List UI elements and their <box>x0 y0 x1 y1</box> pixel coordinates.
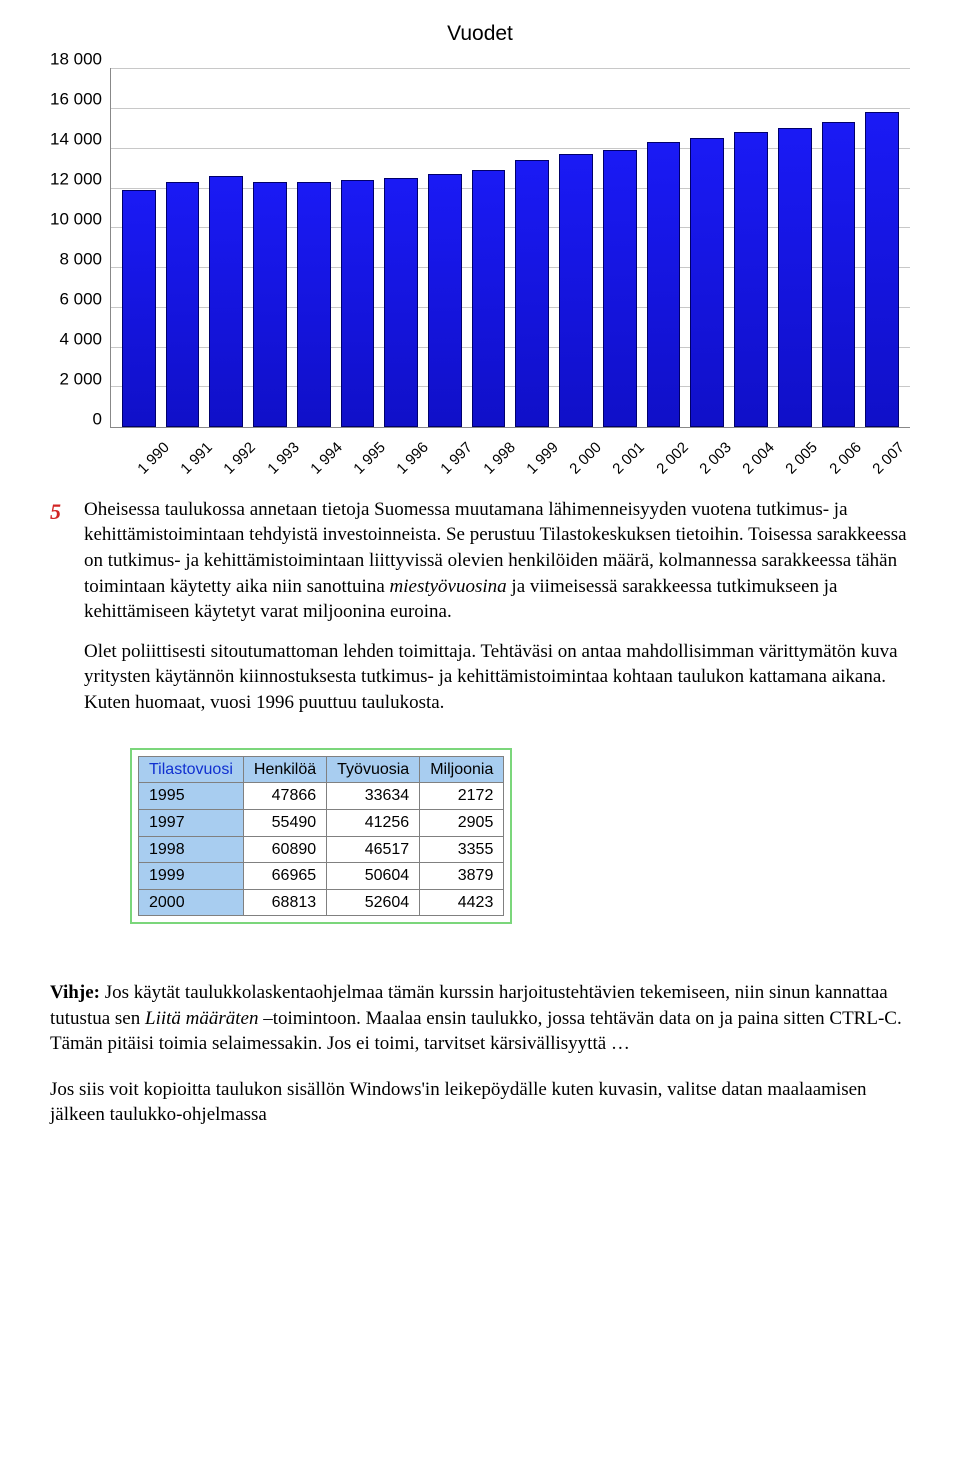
bar <box>297 182 331 427</box>
table-row: 199755490412562905 <box>139 809 504 836</box>
table-data-cell: 68813 <box>243 889 326 916</box>
table-row: 199966965506043879 <box>139 863 504 890</box>
table-year-cell: 2000 <box>139 889 244 916</box>
table-row: 199860890465173355 <box>139 836 504 863</box>
x-tick: 1 997 <box>434 437 479 482</box>
hint-paragraph: Vihje: Jos käytät taulukkolaskentaohjelm… <box>50 980 910 1057</box>
hint-italic: Liitä määräten <box>145 1008 258 1029</box>
paragraph-3: Jos siis voit kopioitta taulukon sisällö… <box>50 1077 910 1128</box>
table-data-cell: 3355 <box>420 836 504 863</box>
bar <box>515 160 549 427</box>
x-tick: 2 003 <box>693 437 738 482</box>
x-tick: 2 007 <box>866 437 911 482</box>
x-tick: 2 005 <box>780 437 825 482</box>
table-data-cell: 33634 <box>327 783 420 810</box>
table-row: 200068813526044423 <box>139 889 504 916</box>
table-header-cell: Miljoonia <box>420 756 504 783</box>
x-tick: 1 994 <box>304 437 349 482</box>
bar <box>166 182 200 427</box>
table-data-cell: 50604 <box>327 863 420 890</box>
x-tick: 1 999 <box>521 437 566 482</box>
table-data-cell: 41256 <box>327 809 420 836</box>
bars <box>111 68 910 427</box>
x-tick: 2 004 <box>737 437 782 482</box>
bar <box>778 128 812 427</box>
bar <box>428 174 462 427</box>
x-tick: 1 993 <box>261 437 306 482</box>
x-tick: 2 000 <box>564 437 609 482</box>
bar <box>341 180 375 427</box>
bar <box>209 176 243 427</box>
bar <box>472 170 506 427</box>
table-year-cell: 1999 <box>139 863 244 890</box>
table-year-cell: 1995 <box>139 783 244 810</box>
bar <box>822 122 856 427</box>
question-block: 5 Oheisessa taulukossa annetaan tietoja … <box>50 497 910 1129</box>
chart-region: Vuodet 18 00016 00014 00012 00010 0008 0… <box>50 20 910 453</box>
bar <box>603 150 637 427</box>
paragraph-2: Olet poliittisesti sitoutumattoman lehde… <box>84 639 910 716</box>
x-tick: 1 995 <box>348 437 393 482</box>
table-year-cell: 1997 <box>139 809 244 836</box>
table-body: 1995478663363421721997554904125629051998… <box>139 783 504 916</box>
chart-title: Vuodet <box>50 20 910 48</box>
italic-term: miestyövuosina <box>390 576 507 597</box>
data-table-wrap: TilastovuosiHenkilöäTyövuosiaMiljoonia 1… <box>130 748 512 925</box>
table-data-cell: 3879 <box>420 863 504 890</box>
x-tick: 1 991 <box>175 437 220 482</box>
bar <box>384 178 418 427</box>
bar <box>559 154 593 427</box>
table-header-cell: Henkilöä <box>243 756 326 783</box>
hint-label: Vihje: <box>50 982 100 1003</box>
x-tick: 1 992 <box>218 437 263 482</box>
bar <box>253 182 287 427</box>
x-tick: 2 006 <box>823 437 868 482</box>
bar <box>690 138 724 427</box>
x-tick: 1 990 <box>132 437 177 482</box>
table-data-cell: 66965 <box>243 863 326 890</box>
paragraph-1: Oheisessa taulukossa annetaan tietoja Su… <box>84 497 910 625</box>
bar <box>865 112 899 427</box>
x-tick: 2 001 <box>607 437 652 482</box>
y-axis: 18 00016 00014 00012 00010 0008 0006 000… <box>50 68 110 428</box>
table-data-cell: 60890 <box>243 836 326 863</box>
question-number: 5 <box>50 497 84 527</box>
table-data-cell: 52604 <box>327 889 420 916</box>
table-row: 199547866336342172 <box>139 783 504 810</box>
x-tick: 1 998 <box>477 437 522 482</box>
plot <box>110 68 910 428</box>
table-year-cell: 1998 <box>139 836 244 863</box>
x-tick: 1 996 <box>391 437 436 482</box>
x-tick: 2 002 <box>650 437 695 482</box>
data-table: TilastovuosiHenkilöäTyövuosiaMiljoonia 1… <box>138 756 504 917</box>
bar <box>647 142 681 427</box>
x-axis: 1 9901 9911 9921 9931 9941 9951 9961 997… <box>120 432 910 452</box>
table-header-row: TilastovuosiHenkilöäTyövuosiaMiljoonia <box>139 756 504 783</box>
table-header-cell: Tilastovuosi <box>139 756 244 783</box>
table-data-cell: 2172 <box>420 783 504 810</box>
table-data-cell: 4423 <box>420 889 504 916</box>
table-data-cell: 2905 <box>420 809 504 836</box>
bar <box>122 190 156 427</box>
chart-plot-area: 18 00016 00014 00012 00010 0008 0006 000… <box>50 68 910 428</box>
table-data-cell: 47866 <box>243 783 326 810</box>
table-data-cell: 46517 <box>327 836 420 863</box>
table-header-cell: Työvuosia <box>327 756 420 783</box>
table-data-cell: 55490 <box>243 809 326 836</box>
bar <box>734 132 768 427</box>
